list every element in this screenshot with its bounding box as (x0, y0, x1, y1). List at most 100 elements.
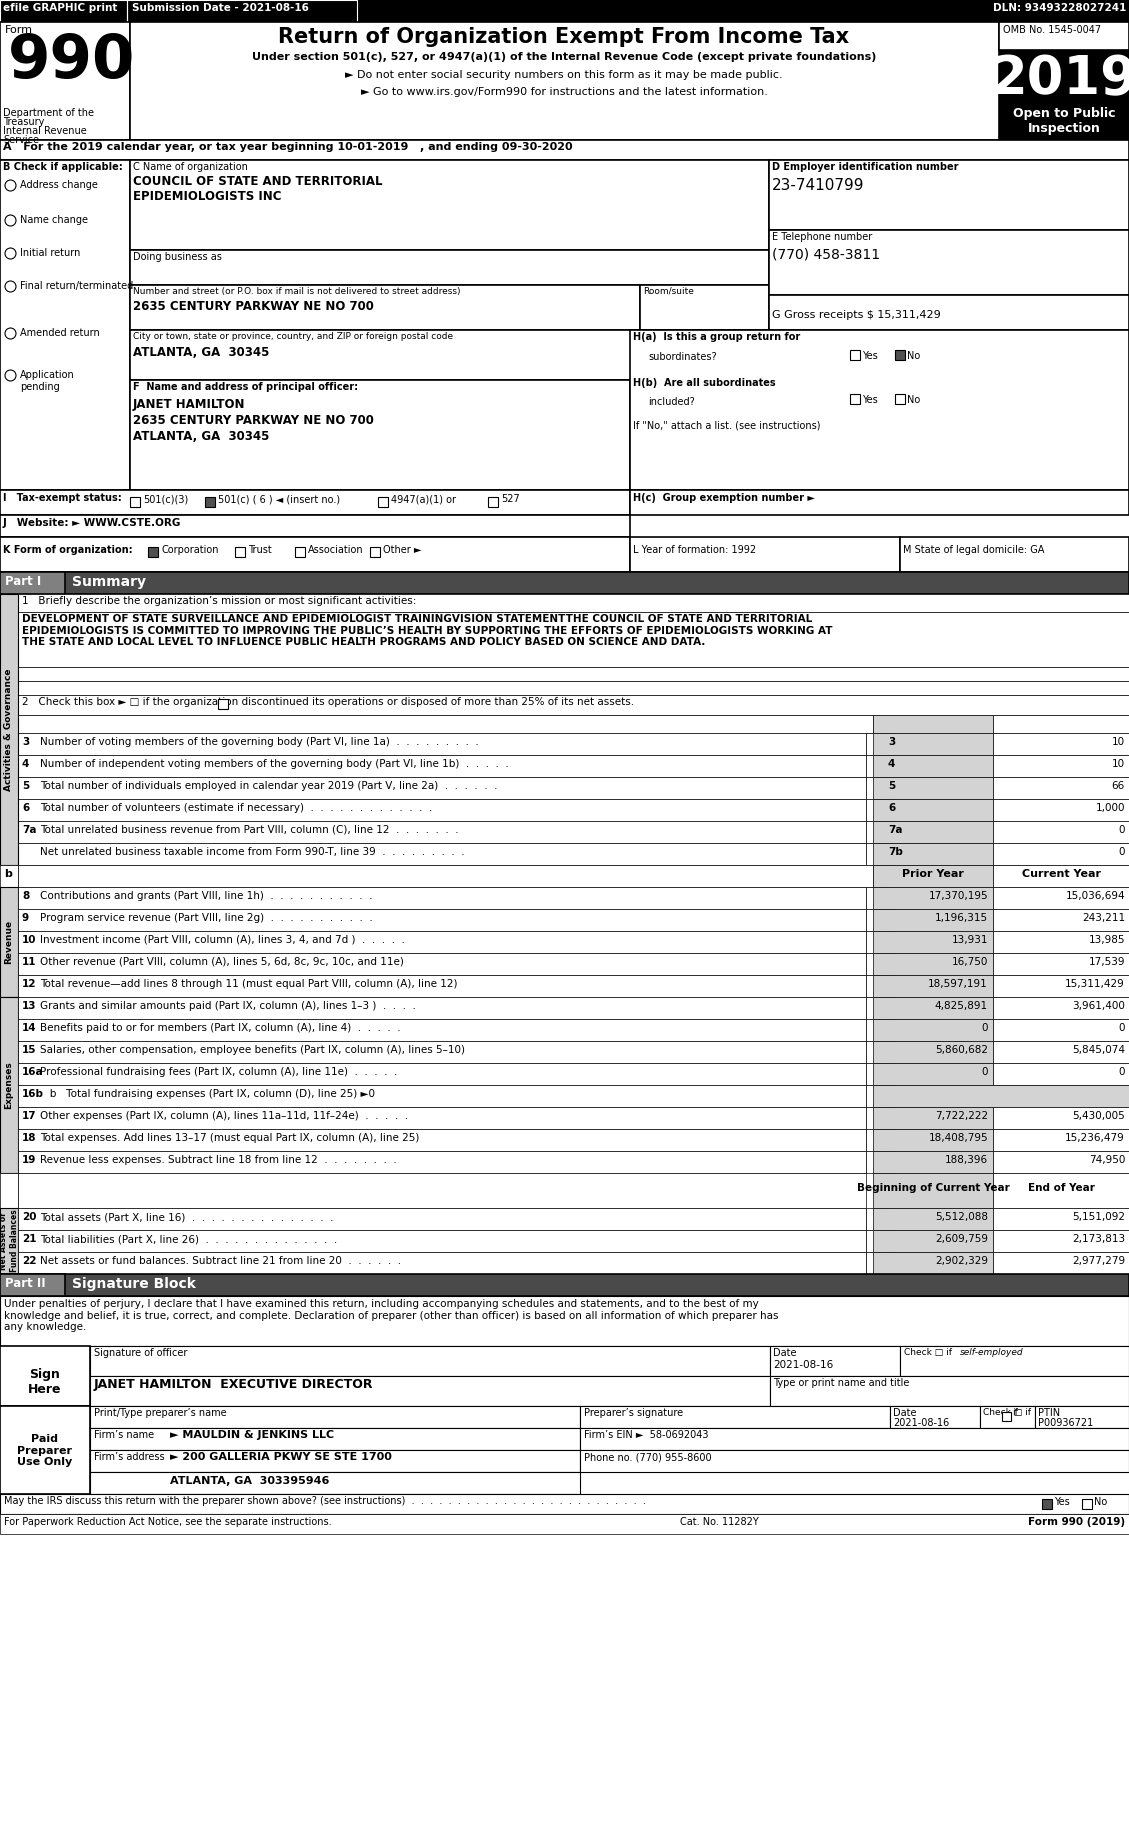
Bar (90, 1376, 770, 1407)
Bar (90, 1429, 580, 1451)
Bar (18, 1208, 866, 1230)
Text: Net Assets or
Fund Balances: Net Assets or Fund Balances (0, 1209, 19, 1272)
Bar (18, 998, 866, 1019)
Bar (18, 681, 1129, 694)
Text: H(c)  Group exemption number ►: H(c) Group exemption number ► (633, 493, 815, 502)
Text: JANET HAMILTON  EXECUTIVE DIRECTOR: JANET HAMILTON EXECUTIVE DIRECTOR (94, 1378, 374, 1390)
Text: 4: 4 (889, 758, 895, 769)
Bar (866, 1085, 893, 1107)
Bar (90, 1407, 580, 1429)
Bar (18, 612, 1129, 667)
Text: 3: 3 (21, 736, 29, 747)
Bar (0, 1407, 90, 1494)
Text: 0: 0 (1119, 826, 1124, 835)
Text: 2635 CENTURY PARKWAY NE NO 700: 2635 CENTURY PARKWAY NE NO 700 (133, 300, 374, 312)
Bar (18, 1107, 866, 1129)
Bar (0, 537, 630, 572)
Bar (0, 572, 65, 594)
Bar (994, 1019, 1129, 1041)
Bar (866, 842, 893, 864)
Bar (640, 285, 769, 331)
Bar (0, 1494, 1129, 1515)
Text: Signature of officer: Signature of officer (94, 1348, 187, 1357)
Bar (873, 1251, 994, 1273)
Bar (873, 1107, 994, 1129)
Text: 15,311,429: 15,311,429 (1066, 979, 1124, 988)
Text: Date: Date (773, 1348, 796, 1357)
Bar (873, 1063, 994, 1085)
Bar (866, 1041, 893, 1063)
Text: Sign
Here: Sign Here (28, 1368, 62, 1396)
Text: efile GRAPHIC print: efile GRAPHIC print (3, 4, 117, 13)
Text: Net assets or fund balances. Subtract line 21 from line 20  .  .  .  .  .  .: Net assets or fund balances. Subtract li… (40, 1255, 401, 1266)
Bar (873, 1151, 994, 1173)
Text: 0: 0 (1119, 1023, 1124, 1032)
Text: 2,173,813: 2,173,813 (1071, 1233, 1124, 1244)
Bar (18, 1251, 866, 1273)
Text: 3: 3 (889, 736, 895, 747)
Text: Total number of individuals employed in calendar year 2019 (Part V, line 2a)  . : Total number of individuals employed in … (40, 780, 498, 791)
Bar (0, 864, 18, 886)
Bar (18, 1019, 866, 1041)
Text: Program service revenue (Part VIII, line 2g)  .  .  .  .  .  .  .  .  .  .  .: Program service revenue (Part VIII, line… (40, 914, 373, 923)
Text: 15: 15 (21, 1045, 36, 1054)
Text: Phone no. (770) 955-8600: Phone no. (770) 955-8600 (584, 1452, 711, 1462)
Bar (18, 694, 1129, 714)
Bar (866, 798, 893, 820)
Bar (994, 864, 1129, 886)
Text: 6: 6 (889, 804, 895, 813)
Bar (994, 886, 1129, 910)
Text: 16a: 16a (21, 1067, 44, 1076)
Text: 0: 0 (981, 1023, 988, 1032)
Bar (999, 22, 1129, 49)
Bar (866, 1107, 893, 1129)
Bar (994, 733, 1129, 755)
Bar (488, 497, 498, 508)
Text: Prior Year: Prior Year (902, 870, 964, 879)
Text: ATLANTA, GA  303395946: ATLANTA, GA 303395946 (170, 1476, 330, 1485)
Text: 17: 17 (21, 1111, 36, 1122)
Bar (769, 161, 1129, 230)
Text: Final return/terminated: Final return/terminated (20, 281, 133, 290)
Bar (0, 22, 130, 141)
Text: Total number of volunteers (estimate if necessary)  .  .  .  .  .  .  .  .  .  .: Total number of volunteers (estimate if … (40, 804, 432, 813)
Text: 188,396: 188,396 (945, 1155, 988, 1166)
Text: D Employer identification number: D Employer identification number (772, 163, 959, 172)
Text: Investment income (Part VIII, column (A), lines 3, 4, and 7d )  .  .  .  .  .: Investment income (Part VIII, column (A)… (40, 935, 405, 945)
Bar (130, 22, 999, 141)
Text: 2,977,279: 2,977,279 (1071, 1255, 1124, 1266)
Text: Internal Revenue: Internal Revenue (3, 126, 87, 135)
Text: Check □ if: Check □ if (904, 1348, 952, 1357)
Text: Corporation: Corporation (161, 544, 219, 555)
Bar (18, 910, 866, 932)
Bar (370, 546, 380, 557)
Text: 501(c) ( 6 ) ◄ (insert no.): 501(c) ( 6 ) ◄ (insert no.) (218, 493, 340, 504)
Text: Total liabilities (Part X, line 26)  .  .  .  .  .  .  .  .  .  .  .  .  .  .: Total liabilities (Part X, line 26) . . … (40, 1233, 338, 1244)
Bar (873, 798, 994, 820)
Bar (866, 1019, 893, 1041)
Text: Revenue less expenses. Subtract line 18 from line 12  .  .  .  .  .  .  .  .: Revenue less expenses. Subtract line 18 … (40, 1155, 396, 1166)
Bar (126, 0, 357, 22)
Text: PTIN: PTIN (1038, 1409, 1060, 1418)
Text: 4947(a)(1) or: 4947(a)(1) or (391, 493, 456, 504)
Text: 4,825,891: 4,825,891 (935, 1001, 988, 1010)
Bar (90, 1451, 580, 1473)
Text: 2021-08-16: 2021-08-16 (893, 1418, 949, 1429)
Text: 15,036,694: 15,036,694 (1066, 892, 1124, 901)
Bar (866, 1230, 893, 1251)
Text: 5,860,682: 5,860,682 (935, 1045, 988, 1054)
Text: (770) 458-3811: (770) 458-3811 (772, 247, 881, 261)
Bar (130, 161, 769, 250)
Bar (866, 733, 893, 755)
Text: 17,370,195: 17,370,195 (928, 892, 988, 901)
Text: 19: 19 (21, 1155, 36, 1166)
Text: For Paperwork Reduction Act Notice, see the separate instructions.: For Paperwork Reduction Act Notice, see … (5, 1516, 332, 1527)
Bar (866, 998, 893, 1019)
Bar (18, 820, 866, 842)
Text: Number and street (or P.O. box if mail is not delivered to street address): Number and street (or P.O. box if mail i… (133, 287, 461, 296)
Text: Under section 501(c), 527, or 4947(a)(1) of the Internal Revenue Code (except pr: Under section 501(c), 527, or 4947(a)(1)… (252, 51, 876, 62)
Bar (994, 1208, 1129, 1230)
Bar (895, 351, 905, 360)
Text: 13,931: 13,931 (952, 935, 988, 945)
Bar (866, 820, 893, 842)
